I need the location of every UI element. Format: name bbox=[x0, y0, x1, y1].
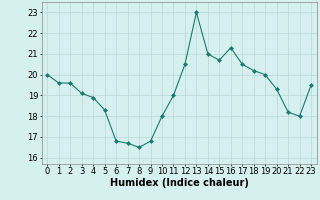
X-axis label: Humidex (Indice chaleur): Humidex (Indice chaleur) bbox=[110, 178, 249, 188]
